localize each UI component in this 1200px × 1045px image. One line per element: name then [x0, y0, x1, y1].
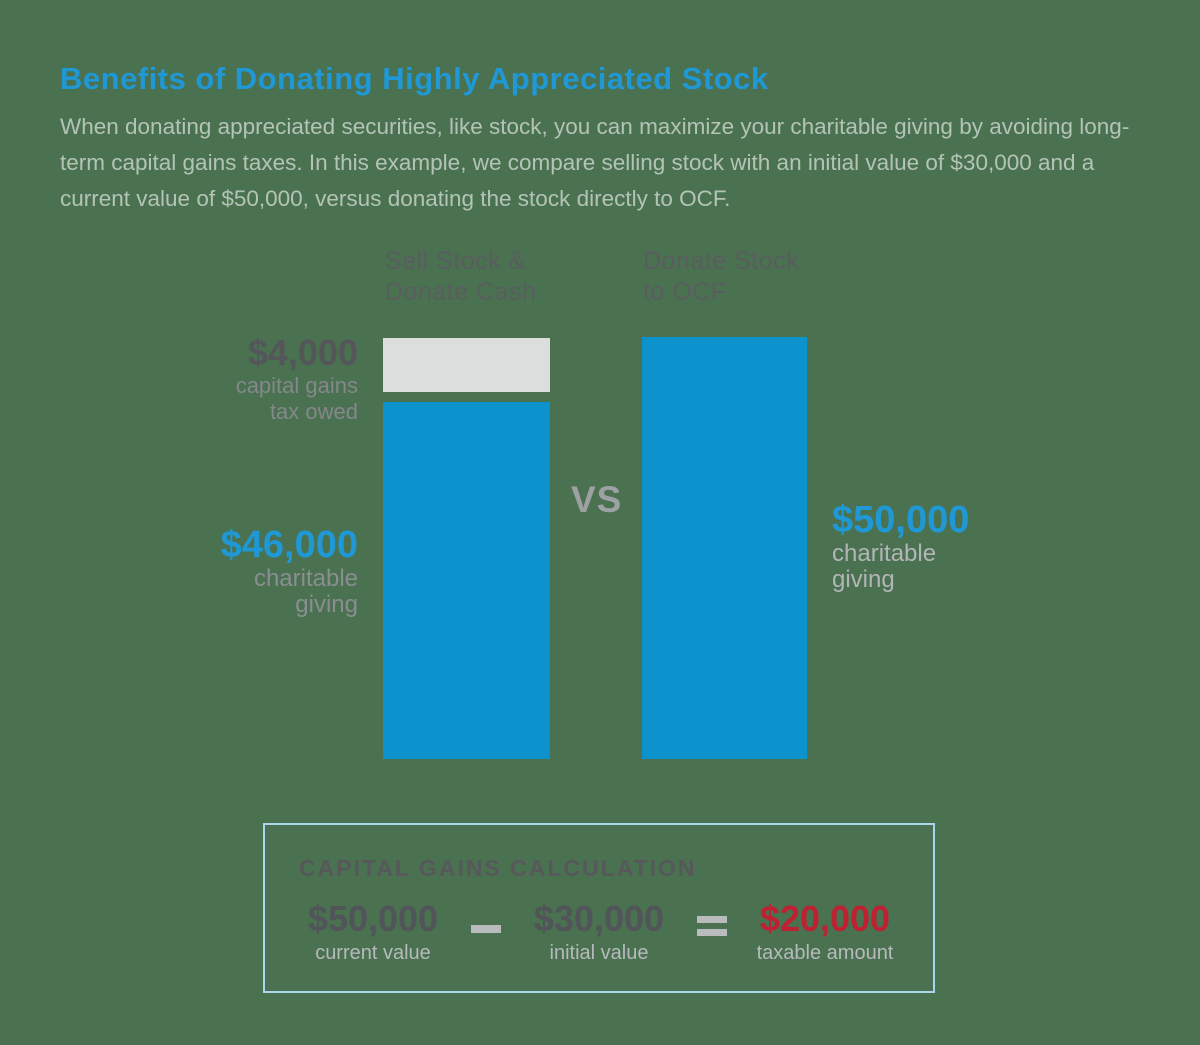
column-header-sell-stock-line2: Donate Cash [385, 278, 537, 306]
capital-gains-tax-value: $4,000 [247, 332, 358, 373]
charitable-giving-right-value: $50,000 [832, 499, 970, 541]
charitable-giving-left-label: $46,000 charitable giving [221, 524, 358, 618]
column-header-donate-stock: Donate Stock to OCF [643, 246, 799, 308]
charitable-giving-right-sublabel-line2: giving [832, 566, 895, 593]
current-value-term: $50,000 current value [297, 899, 449, 965]
charitable-giving-right-label: $50,000 charitable giving [832, 499, 969, 593]
equals-dash-bottom [697, 929, 727, 936]
bar-segment-charitable-giving-left [383, 402, 550, 759]
bar-charitable-giving-right [642, 337, 807, 759]
initial-value-term: $30,000 initial value [523, 899, 675, 965]
page-title: Benefits of Donating Highly Appreciated … [60, 60, 769, 96]
charitable-giving-right-sublabel-line1: charitable [832, 540, 937, 567]
vs-label: VS [571, 479, 623, 520]
equals-dash-top [697, 916, 727, 923]
capital-gains-tax-label: $4,000 capital gains tax owed [236, 333, 358, 425]
bar-segment-capital-gains-tax [383, 338, 550, 392]
charitable-giving-left-sublabel-line1: charitable [253, 565, 358, 592]
taxable-amount-label: taxable amount [756, 942, 894, 964]
column-header-sell-stock-line1: Sell Stock & [385, 247, 526, 275]
charitable-giving-left-sublabel-line2: giving [295, 591, 358, 618]
charitable-giving-left-value: $46,000 [220, 524, 358, 566]
intro-paragraph: When donating appreciated securities, li… [60, 113, 1130, 211]
minus-icon [471, 925, 501, 933]
taxable-amount-value: $20,000 [759, 898, 891, 939]
initial-value-amount: $30,000 [533, 898, 665, 939]
current-value-amount: $50,000 [307, 898, 439, 939]
column-header-donate-stock-line1: Donate Stock [643, 247, 800, 275]
column-header-sell-stock: Sell Stock & Donate Cash [385, 246, 536, 308]
capital-gains-tax-sublabel-line1: capital gains [235, 373, 358, 398]
capital-gains-tax-sublabel-line2: tax owed [269, 399, 358, 424]
column-header-donate-stock-line2: to OCF [643, 278, 727, 306]
initial-value-label: initial value [549, 942, 649, 964]
current-value-label: current value [315, 942, 431, 964]
capital-gains-calculation-box: CAPITAL GAINS CALCULATION $50,000 curren… [263, 823, 935, 993]
calculation-heading: CAPITAL GAINS CALCULATION [299, 855, 697, 881]
taxable-amount-term: $20,000 taxable amount [749, 899, 901, 965]
minus-dash [471, 925, 501, 933]
calculation-equation: $50,000 current value $30,000 initial va… [265, 899, 933, 965]
equals-icon [697, 916, 727, 936]
